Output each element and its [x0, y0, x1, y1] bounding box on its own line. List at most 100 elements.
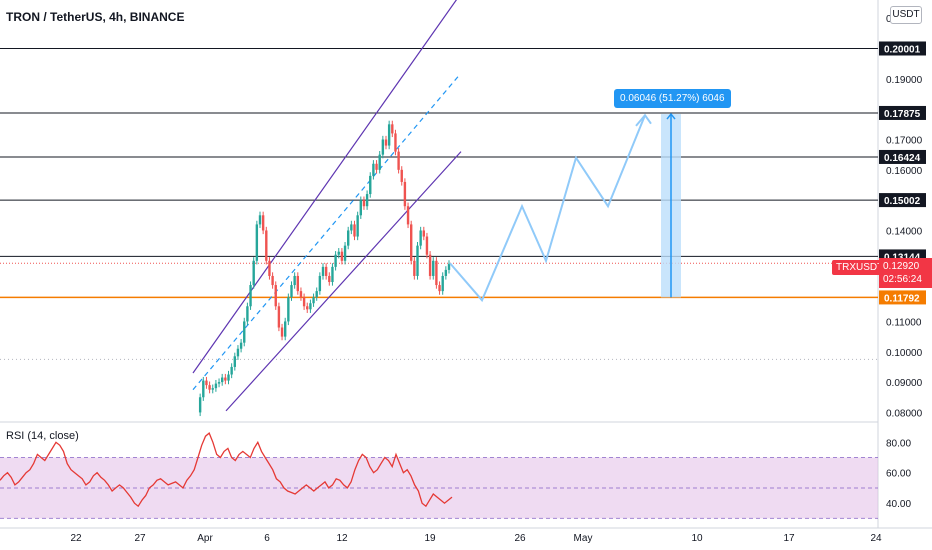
channel-lower-line: [225, 151, 462, 412]
level-tag-label: 0.20001: [884, 44, 921, 55]
level-tag-label: 0.16424: [884, 153, 921, 164]
candle-body: [280, 327, 284, 337]
projection-arrowhead: [635, 113, 652, 127]
level-tag-label: 0.11792: [884, 293, 920, 304]
candle-body: [249, 285, 252, 307]
rsi-label: RSI (14, close): [6, 430, 79, 442]
candle-body: [387, 124, 391, 146]
candle-body: [447, 263, 451, 270]
candle-body: [255, 224, 259, 261]
candle-body: [230, 366, 233, 375]
candle-body: [400, 169, 403, 182]
candle-body: [381, 139, 385, 155]
projection-path: [449, 114, 646, 303]
date-tick-label: 24: [870, 533, 882, 544]
candle-body: [410, 224, 413, 261]
candle-body: [284, 321, 287, 337]
candle-body: [422, 230, 425, 237]
candle-body: [243, 321, 246, 343]
date-tick-label: 10: [691, 533, 703, 544]
candle-body: [356, 215, 359, 237]
level-tag-label: 0.15002: [884, 196, 921, 207]
candle-body: [205, 380, 208, 386]
candle-body: [435, 260, 438, 286]
level-tag-label: 0.17875: [884, 109, 921, 120]
candle-body: [236, 348, 240, 357]
candle-body: [391, 124, 394, 134]
level-tag: [879, 290, 926, 305]
candle-body: [353, 224, 356, 237]
candle-body: [274, 285, 277, 307]
candle-body: [265, 230, 268, 261]
candle-body: [362, 200, 366, 207]
candle-body: [334, 254, 337, 267]
candle-body: [441, 275, 444, 292]
date-tick-label: 17: [783, 533, 795, 544]
candle-body: [406, 206, 410, 225]
candle-body: [221, 377, 224, 383]
candle-body: [428, 254, 432, 276]
candle-body: [413, 260, 416, 276]
candle-body: [365, 194, 369, 207]
candle-body: [261, 215, 265, 231]
candle-body: [258, 215, 262, 225]
candle-body: [217, 382, 221, 384]
candle-body: [369, 175, 372, 195]
price-tick-label: 0.10000: [886, 348, 923, 359]
level-tag: [879, 149, 926, 164]
candle-body: [290, 285, 293, 298]
candle-body: [302, 297, 306, 307]
candle-body: [347, 230, 350, 246]
candle-body: [287, 297, 290, 322]
currency-badge[interactable]: USDT: [890, 6, 922, 24]
measure-label: 0.06046 (51.27%) 6046: [614, 89, 731, 108]
candle-body: [438, 285, 441, 292]
date-tick-label: 6: [264, 533, 270, 544]
price-tick-label: 0.16000: [886, 166, 923, 177]
last-price: 0.12920: [883, 261, 920, 272]
candle-body: [425, 236, 429, 255]
candle-body: [246, 306, 249, 322]
candle-body: [384, 139, 388, 146]
candle-body: [293, 275, 296, 286]
candle-body: [350, 224, 353, 231]
level-tag: [879, 105, 926, 120]
candle-body: [324, 266, 328, 276]
bar-countdown: 02:56:24: [883, 274, 922, 285]
candle-body: [394, 133, 397, 152]
candle-body: [331, 266, 334, 283]
date-tick-label: 12: [336, 533, 348, 544]
price-tick-label: 0.14000: [886, 226, 923, 237]
candle-body: [432, 260, 435, 276]
candle-body: [444, 269, 448, 276]
candle-body: [214, 383, 218, 389]
candle-body: [315, 291, 318, 298]
candle-body: [224, 377, 227, 381]
candle-body: [239, 342, 243, 349]
candle-body: [340, 251, 344, 261]
channel-mid-line: [192, 73, 461, 391]
candle-body: [271, 275, 274, 286]
candle-body: [299, 291, 303, 298]
candle-body: [403, 181, 407, 207]
candle-body: [343, 245, 347, 261]
candle-body: [211, 388, 214, 390]
date-tick-label: 27: [134, 533, 146, 544]
candle-body: [359, 200, 362, 216]
candle-body: [397, 151, 400, 170]
price-tick-label: 0.19000: [886, 75, 923, 86]
candle-body: [208, 385, 211, 390]
price-tick-label: 0.11000: [886, 317, 922, 328]
candle-body: [309, 303, 312, 310]
rsi-tick-label: 60.00: [886, 469, 911, 480]
candle-body: [306, 306, 309, 310]
candle-body: [252, 260, 255, 286]
channel-upper-line: [192, 0, 458, 374]
candle-body: [198, 397, 202, 413]
candle-body: [419, 230, 422, 246]
last-price-tag: 0.12920 02:56:24: [879, 258, 932, 288]
ticker-tag: TRXUSDT: [832, 260, 888, 275]
chart-title: TRON / TetherUS, 4h, BINANCE: [6, 10, 185, 24]
date-tick-label: 19: [424, 533, 436, 544]
